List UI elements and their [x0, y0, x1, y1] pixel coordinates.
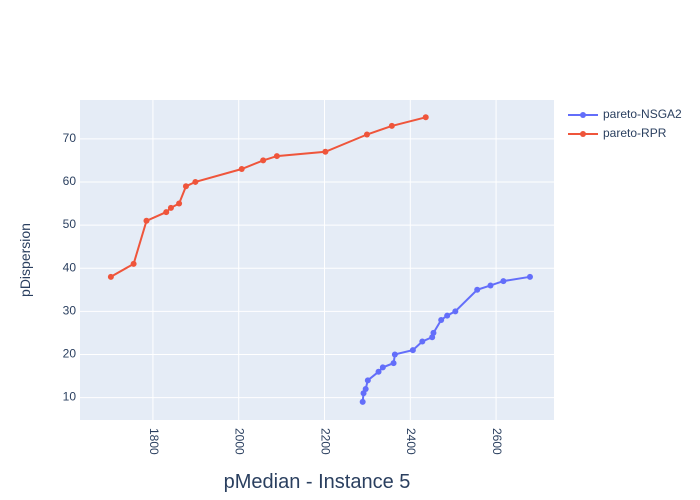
- data-point: [273, 153, 280, 160]
- data-point: [362, 385, 369, 392]
- data-point: [452, 308, 459, 315]
- x-tick-labels: 1800 2000 2200 2400 2600: [147, 428, 504, 455]
- data-point: [379, 364, 386, 371]
- data-point: [107, 273, 114, 280]
- data-point: [130, 260, 137, 267]
- data-point: [167, 204, 174, 211]
- data-point: [388, 122, 395, 129]
- data-point: [364, 377, 371, 384]
- legend-label: pareto-NSGA2: [603, 107, 682, 121]
- x-tick-label: 2400: [404, 428, 418, 455]
- legend-label: pareto-RPR: [603, 126, 667, 140]
- data-point: [192, 178, 199, 185]
- y-tick-label: 60: [63, 174, 77, 188]
- series-layer: [107, 114, 533, 405]
- legend-item[interactable]: pareto-RPR: [568, 126, 667, 140]
- data-point: [390, 360, 397, 367]
- data-point: [322, 148, 329, 155]
- data-point: [163, 209, 170, 216]
- data-point: [260, 157, 267, 164]
- series-pareto-nsga2: [359, 273, 533, 405]
- data-point: [363, 131, 370, 138]
- y-tick-label: 30: [63, 303, 77, 317]
- data-point: [444, 312, 451, 319]
- data-point: [143, 217, 150, 224]
- data-point: [474, 286, 481, 293]
- legend-marker: [580, 112, 586, 118]
- data-point: [375, 368, 382, 375]
- y-tick-label: 50: [63, 217, 77, 231]
- x-tick-label: 2000: [233, 428, 247, 455]
- y-tick-label: 40: [63, 260, 77, 274]
- data-point: [409, 347, 416, 354]
- data-point: [438, 316, 445, 323]
- x-tick-label: 2600: [490, 428, 504, 455]
- data-point: [500, 278, 507, 285]
- x-axis-title: pMedian - Instance 5: [224, 471, 411, 493]
- legend-marker: [580, 131, 586, 137]
- plot-background: [80, 100, 554, 420]
- y-tick-label: 70: [63, 131, 77, 145]
- legend[interactable]: pareto-NSGA2 pareto-RPR: [568, 107, 682, 140]
- y-tick-labels: 10 20 30 40 50 60 70: [63, 131, 77, 404]
- legend-item[interactable]: pareto-NSGA2: [568, 107, 682, 121]
- data-point: [430, 329, 437, 336]
- x-tick-label: 1800: [147, 428, 161, 455]
- y-tick-label: 20: [63, 347, 77, 361]
- data-point: [359, 398, 366, 405]
- data-point: [526, 273, 533, 280]
- data-point: [238, 166, 245, 173]
- data-point: [422, 114, 429, 121]
- data-point: [391, 351, 398, 358]
- y-tick-label: 10: [63, 390, 77, 404]
- x-tick-label: 2200: [318, 428, 332, 455]
- data-point: [487, 282, 494, 289]
- data-point: [176, 200, 183, 207]
- y-axis-title: pDispersion: [17, 223, 33, 297]
- data-point: [419, 338, 426, 345]
- series-pareto-rpr: [107, 114, 429, 280]
- data-point: [182, 183, 189, 190]
